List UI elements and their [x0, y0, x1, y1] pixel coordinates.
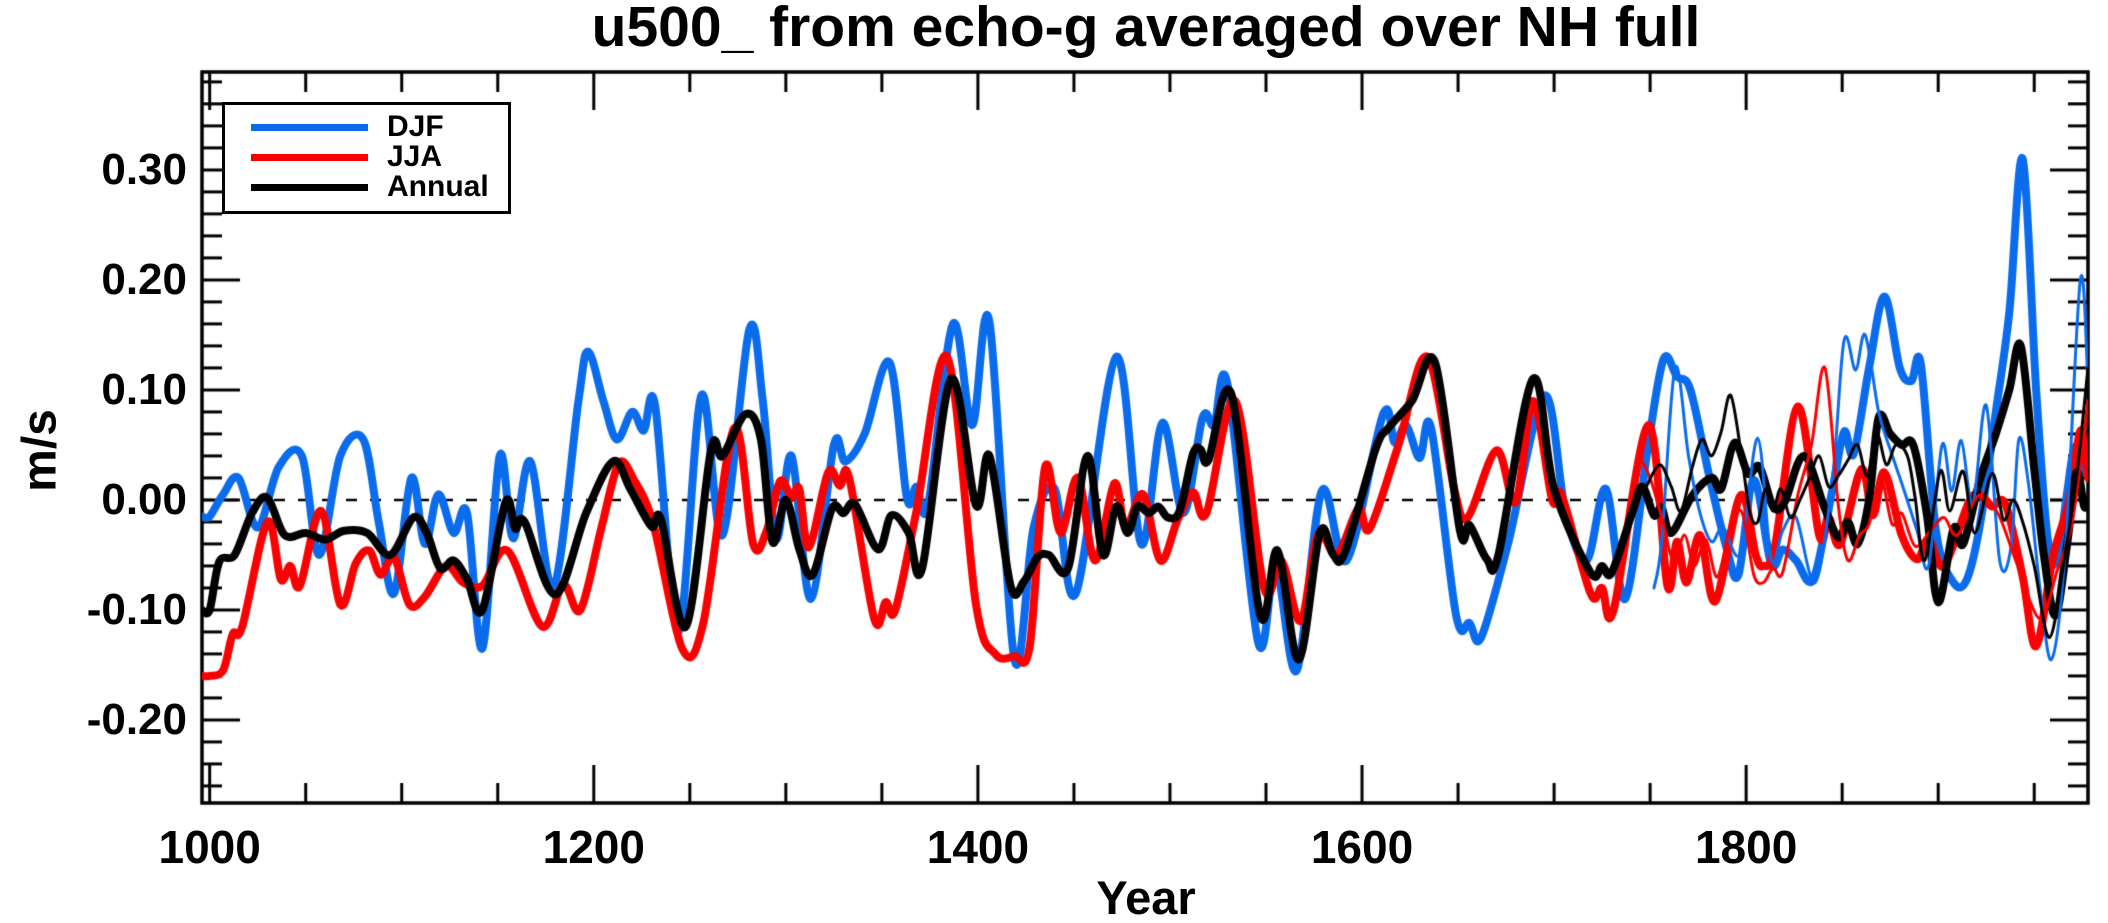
x-tick-label: 1800 — [1694, 821, 1798, 873]
y-tick-label: -0.10 — [86, 584, 187, 634]
legend-item-annual: Annual — [225, 172, 508, 202]
legend-item-jja: JJA — [225, 142, 508, 172]
djf-line-swatch — [251, 123, 368, 131]
x-tick-label: 1600 — [1310, 821, 1414, 873]
y-tick-label: 0.20 — [101, 254, 187, 304]
x-tick-label: 1000 — [158, 821, 261, 873]
x-tick-label: 1200 — [542, 821, 645, 873]
legend-label-jja: JJA — [387, 140, 443, 173]
x-tick-label: 1400 — [926, 821, 1030, 873]
legend-item-djf: DJF — [225, 112, 508, 142]
legend-label-djf: DJF — [387, 110, 444, 143]
legend-label-annual: Annual — [387, 170, 489, 203]
y-tick-label: -0.20 — [86, 694, 187, 744]
chart-title: u500_ from echo-g averaged over NH full — [591, 0, 1701, 59]
annual-line-swatch — [251, 183, 368, 191]
jja-line-swatch — [251, 153, 368, 161]
y-tick-label: 0.00 — [101, 474, 187, 524]
y-tick-label: 0.10 — [101, 364, 187, 414]
y-tick-label: 0.30 — [101, 144, 187, 194]
legend-box: DJF JJA Annual — [222, 102, 511, 214]
x-axis-label: Year — [1096, 871, 1196, 923]
